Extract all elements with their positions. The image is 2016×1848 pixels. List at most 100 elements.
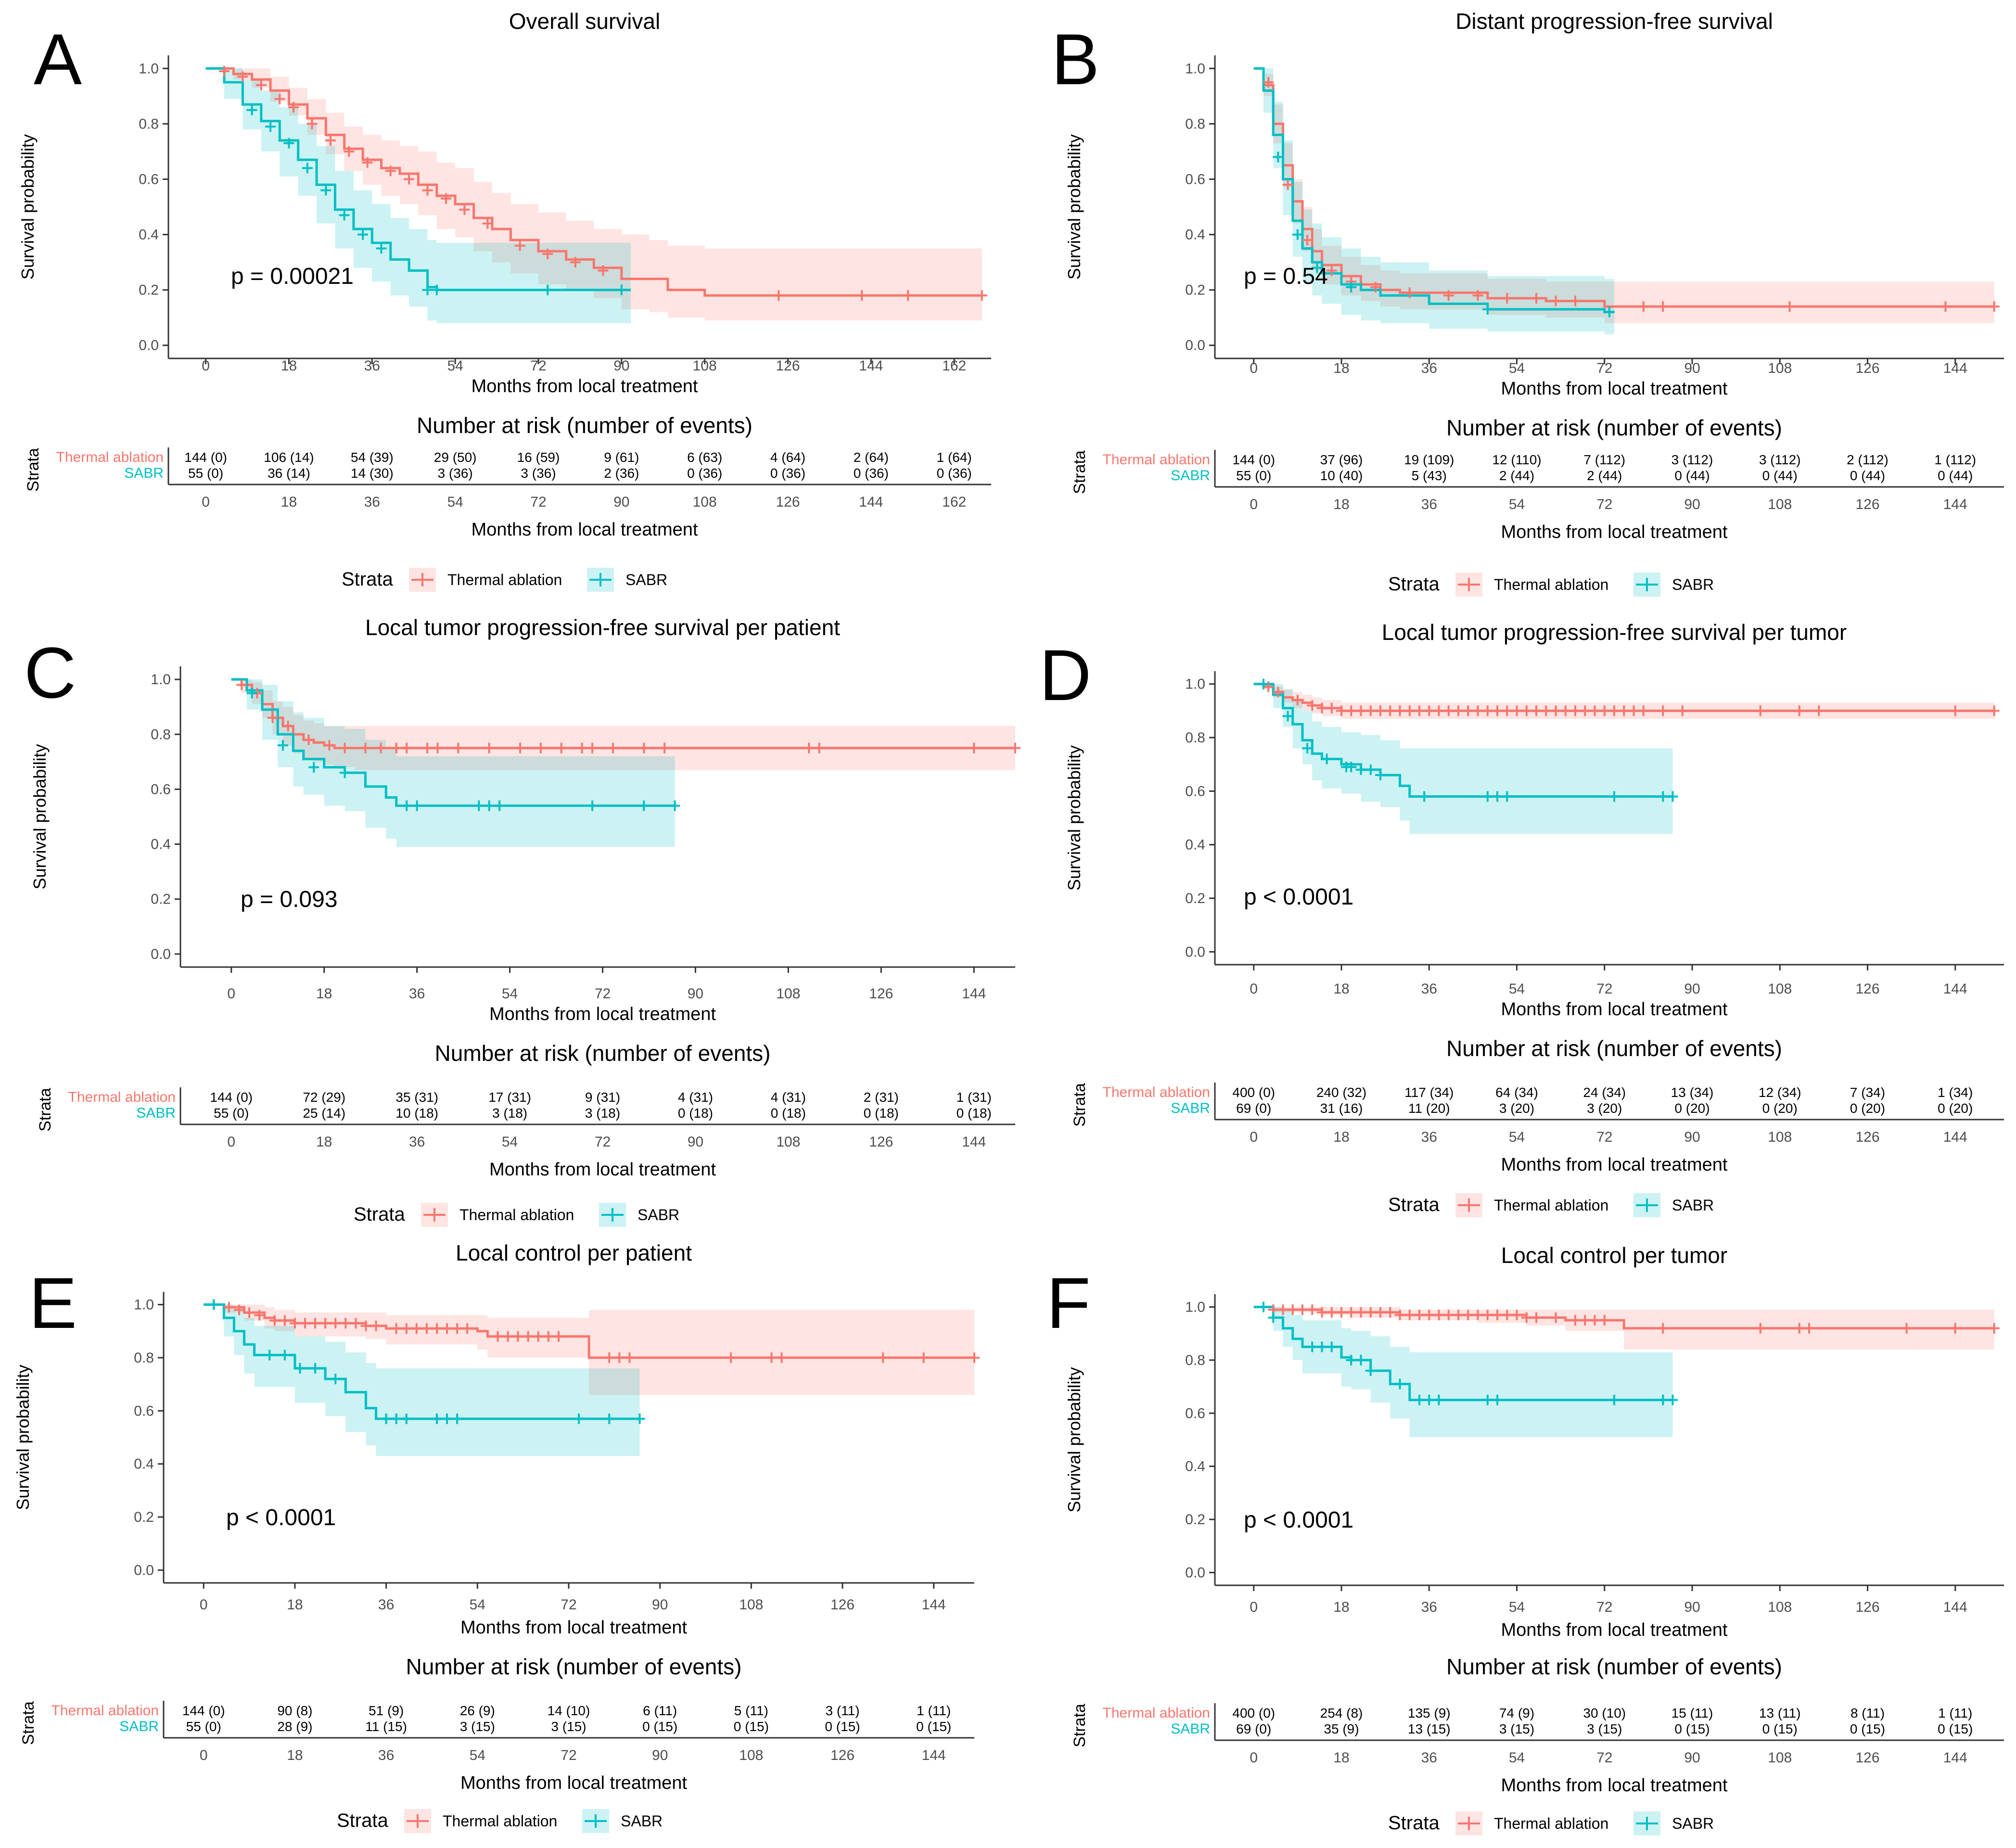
censor-mark-thermal [255,79,267,90]
censor-mark-sabr [1482,1394,1493,1405]
x-tick-label: 144 [859,358,883,374]
censor-mark-sabr [1316,1341,1327,1352]
risk-x-tick-label: 72 [595,1134,611,1150]
p-value: p < 0.0001 [1244,884,1353,910]
censor-mark-sabr [587,800,598,811]
censor-mark-thermal [804,742,815,753]
x-tick-label: 108 [1768,981,1792,997]
legend-key-sabr [1636,1817,1658,1830]
risk-cell-sabr: 3 (36) [521,466,556,481]
panel-a: A Overall survival 0.0 0.2 0.4 0.6 0.8 1.0 0 18 36… [18,9,991,592]
y-tick-label: 0.2 [1185,891,1205,906]
censor-mark-thermal [1424,705,1435,716]
y-tick-label: 0.4 [1185,837,1205,853]
risk-cell-sabr: 3 (20) [1587,1101,1622,1116]
x-tick-label: 18 [1333,981,1349,997]
censor-mark-thermal [1463,1310,1474,1321]
censor-mark-thermal [512,1331,523,1342]
y-tick-label: 1.0 [134,1297,154,1313]
censor-mark-sabr [411,800,422,811]
censor-mark-thermal [1355,705,1366,716]
censor-mark-sabr [1424,1394,1435,1405]
censor-mark-sabr [484,800,495,811]
risk-cell-thermal: 144 (0) [182,1703,225,1718]
risk-cell-sabr: 36 (14) [268,466,310,481]
censor-mark-sabr [1326,1341,1337,1352]
risk-x-tick-label: 72 [1596,1129,1612,1145]
censor-mark-thermal [1370,281,1381,293]
censor-mark-thermal [1472,1310,1483,1321]
y-tick-label: 0.0 [151,946,171,962]
x-tick-label: 144 [1943,981,1967,997]
censor-mark-thermal [482,218,493,229]
risk-row-label-sabr: SABR [124,465,164,481]
risk-x-tick-label: 0 [1250,1129,1258,1145]
censor-mark-thermal [1570,295,1581,306]
censor-mark-thermal [1550,295,1561,306]
risk-cell-sabr: 0 (18) [957,1106,992,1121]
legend-key-sabr [585,1814,607,1828]
censor-mark-thermal [401,742,412,753]
censor-mark-thermal [1287,1304,1298,1315]
risk-cell-thermal: 6 (11) [643,1703,677,1718]
censor-mark-thermal [1755,1323,1766,1334]
censor-mark-sabr [1492,1394,1503,1405]
risk-cell-thermal: 72 (29) [303,1090,345,1105]
censor-mark-sabr [1482,791,1493,802]
y-tick-label: 0.4 [1185,227,1205,243]
risk-cell-thermal: 9 (31) [585,1090,620,1105]
panel-f: F Local control per tumor 0.0 0.2 0.4 0.6 0.8 1… [1046,1243,2004,1835]
risk-x-tick-label: 36 [364,494,380,510]
x-axis-label: Months from local treatment [472,376,698,396]
risk-x-tick-label: 144 [922,1747,946,1763]
x-axis-label: Months from local treatment [460,1618,687,1638]
censor-mark-thermal [1414,1310,1425,1321]
risk-x-tick-label: 0 [1250,497,1258,512]
censor-mark-thermal [411,1323,422,1334]
censor-mark-thermal [1472,290,1483,301]
risk-x-tick-label: 18 [1333,1750,1349,1766]
risk-cell-thermal: 4 (64) [770,450,805,465]
censor-mark-thermal [1307,1304,1318,1315]
censor-mark-thermal [375,742,386,753]
risk-cell-thermal: 2 (64) [854,450,889,465]
censor-mark-thermal [1550,705,1561,716]
censor-mark-thermal [299,1318,310,1329]
risk-strata-label: Strata [1071,450,1089,494]
x-tick-label: 108 [1768,360,1792,376]
censor-mark-thermal [1658,1323,1669,1334]
panel-letter: D [1039,635,1091,715]
risk-table-title: Number at risk (number of events) [1446,1654,1782,1679]
risk-x-tick-label: 90 [652,1747,668,1763]
y-tick-label: 0.2 [134,1509,154,1525]
risk-cell-sabr: 0 (36) [770,466,805,481]
risk-cell-sabr: 2 (44) [1587,468,1622,483]
risk-cell-sabr: 3 (15) [1499,1721,1534,1736]
censor-mark-thermal [1989,301,2000,312]
risk-x-tick-label: 144 [1943,1750,1967,1766]
risk-x-tick-label: 126 [1855,1129,1879,1145]
x-tick-label: 0 [1250,360,1258,376]
risk-cell-thermal: 74 (9) [1499,1706,1534,1721]
censor-mark-thermal [1521,705,1532,716]
censor-mark-thermal [587,742,598,753]
censor-mark-thermal [1346,705,1357,716]
censor-mark-sabr [1482,304,1493,315]
risk-row-label-sabr: SABR [136,1105,176,1121]
censor-mark-thermal [1531,293,1542,304]
x-tick-label: 144 [1943,360,1967,376]
x-tick-label: 18 [281,358,297,374]
risk-x-tick-label: 72 [1596,497,1612,512]
censor-mark-thermal [310,1318,321,1329]
censor-mark-sabr [208,1299,219,1310]
risk-cell-thermal: 54 (39) [351,450,394,465]
censor-mark-thermal [274,93,285,104]
censor-mark-thermal [1326,1307,1337,1318]
legend-label-thermal: Thermal ablation [1494,1815,1608,1832]
y-tick-label: 1.0 [1185,676,1205,692]
censor-mark-thermal [1550,1312,1561,1323]
x-tick-label: 72 [1596,360,1612,376]
censor-mark-sabr [604,1413,615,1424]
risk-cell-sabr: 10 (40) [1320,468,1363,483]
